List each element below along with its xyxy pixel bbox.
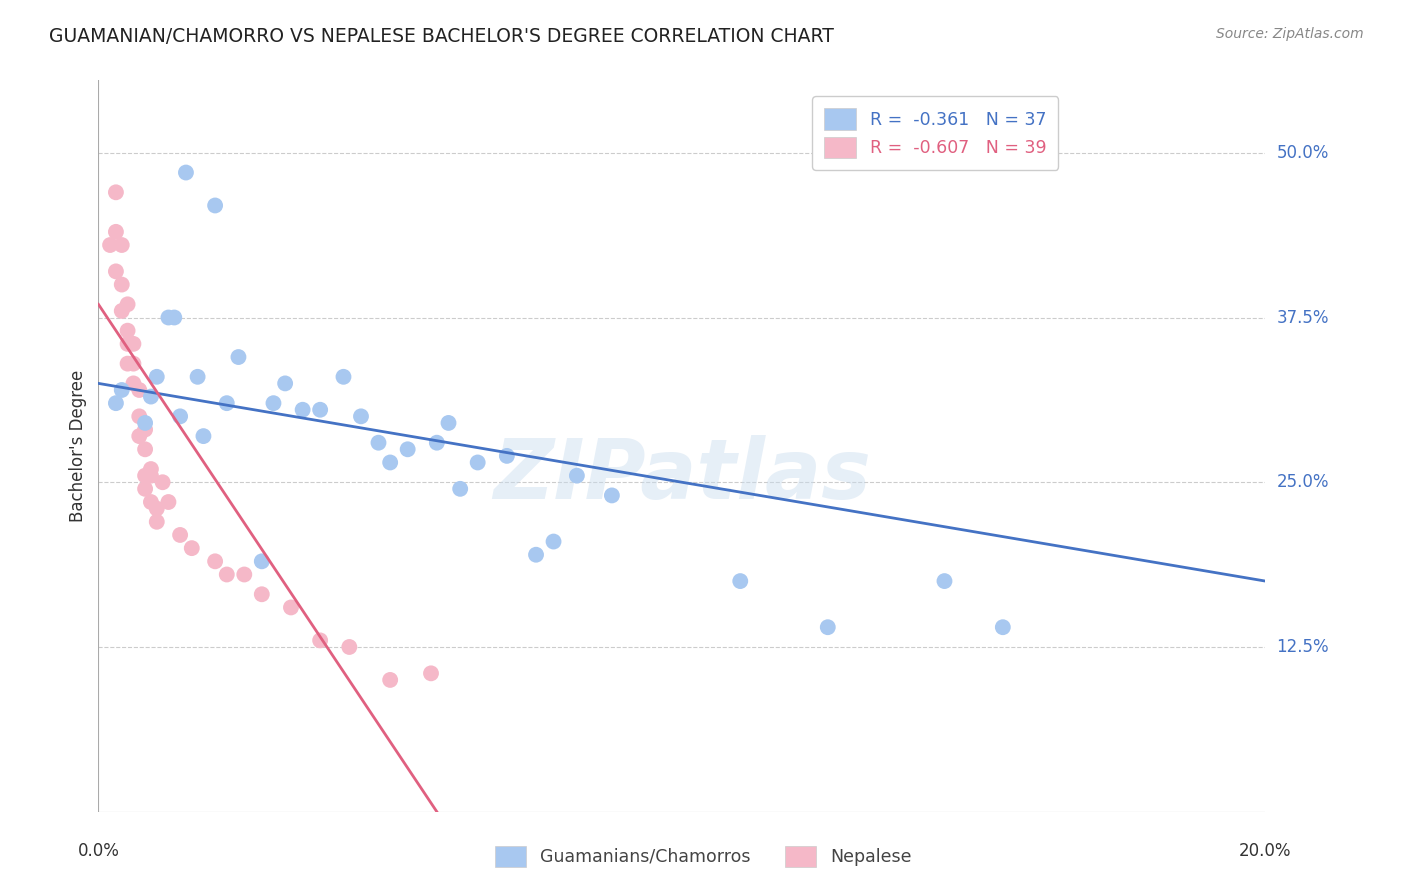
Text: 12.5%: 12.5% bbox=[1277, 638, 1329, 656]
Point bbox=[280, 600, 302, 615]
Point bbox=[309, 633, 332, 648]
Point bbox=[174, 165, 197, 179]
Point bbox=[524, 548, 547, 562]
Point bbox=[104, 396, 127, 410]
Point bbox=[146, 501, 169, 516]
Point bbox=[111, 383, 134, 397]
Point bbox=[565, 468, 588, 483]
Point bbox=[139, 495, 162, 509]
Point bbox=[180, 541, 202, 556]
Point bbox=[117, 336, 139, 351]
Point bbox=[139, 462, 162, 476]
Text: 25.0%: 25.0% bbox=[1277, 474, 1329, 491]
Point bbox=[134, 468, 156, 483]
Point bbox=[380, 455, 402, 469]
Point bbox=[250, 554, 273, 568]
Point bbox=[134, 482, 156, 496]
Point bbox=[111, 277, 134, 292]
Point bbox=[250, 587, 273, 601]
Point bbox=[117, 297, 139, 311]
Point bbox=[117, 324, 139, 338]
Point bbox=[111, 238, 134, 252]
Point bbox=[934, 574, 956, 588]
Point bbox=[128, 383, 150, 397]
Point bbox=[350, 409, 373, 424]
Point bbox=[122, 336, 145, 351]
Point bbox=[449, 482, 471, 496]
Y-axis label: Bachelor's Degree: Bachelor's Degree bbox=[69, 370, 87, 522]
Point bbox=[274, 376, 297, 391]
Point bbox=[122, 357, 145, 371]
Point bbox=[233, 567, 256, 582]
Text: 0.0%: 0.0% bbox=[77, 842, 120, 860]
Point bbox=[367, 435, 389, 450]
Point bbox=[228, 350, 250, 364]
Point bbox=[193, 429, 215, 443]
Point bbox=[104, 186, 127, 200]
Point bbox=[396, 442, 419, 457]
Point bbox=[600, 488, 623, 502]
Point bbox=[139, 468, 162, 483]
Point bbox=[104, 264, 127, 278]
Point bbox=[117, 357, 139, 371]
Point bbox=[215, 567, 238, 582]
Point bbox=[146, 369, 169, 384]
Point bbox=[215, 396, 238, 410]
Point bbox=[467, 455, 489, 469]
Point bbox=[111, 304, 134, 318]
Point bbox=[169, 409, 191, 424]
Point bbox=[169, 528, 191, 542]
Text: GUAMANIAN/CHAMORRO VS NEPALESE BACHELOR'S DEGREE CORRELATION CHART: GUAMANIAN/CHAMORRO VS NEPALESE BACHELOR'… bbox=[49, 27, 834, 45]
Point bbox=[98, 238, 121, 252]
Point bbox=[134, 423, 156, 437]
Point bbox=[157, 310, 180, 325]
Point bbox=[332, 369, 354, 384]
Point bbox=[817, 620, 839, 634]
Point bbox=[163, 310, 186, 325]
Point bbox=[204, 198, 226, 212]
Text: 37.5%: 37.5% bbox=[1277, 309, 1329, 326]
Point bbox=[496, 449, 519, 463]
Text: 50.0%: 50.0% bbox=[1277, 144, 1329, 161]
Text: ZIPatlas: ZIPatlas bbox=[494, 434, 870, 516]
Point bbox=[122, 376, 145, 391]
Text: Source: ZipAtlas.com: Source: ZipAtlas.com bbox=[1216, 27, 1364, 41]
Point bbox=[437, 416, 460, 430]
Point bbox=[128, 429, 150, 443]
Point bbox=[991, 620, 1014, 634]
Point bbox=[134, 442, 156, 457]
Point bbox=[187, 369, 209, 384]
Point bbox=[291, 402, 314, 417]
Point bbox=[426, 435, 449, 450]
Point bbox=[157, 495, 180, 509]
Point bbox=[128, 409, 150, 424]
Point bbox=[543, 534, 565, 549]
Point bbox=[262, 396, 284, 410]
Point bbox=[134, 416, 156, 430]
Point bbox=[152, 475, 174, 490]
Legend: Guamanians/Chamorros, Nepalese: Guamanians/Chamorros, Nepalese bbox=[482, 833, 924, 879]
Legend: R =  -0.361   N = 37, R =  -0.607   N = 39: R = -0.361 N = 37, R = -0.607 N = 39 bbox=[813, 96, 1059, 169]
Point bbox=[420, 666, 443, 681]
Point bbox=[730, 574, 752, 588]
Point bbox=[309, 402, 332, 417]
Point bbox=[146, 515, 169, 529]
Point bbox=[139, 390, 162, 404]
Point bbox=[380, 673, 402, 687]
Point bbox=[204, 554, 226, 568]
Point bbox=[104, 225, 127, 239]
Point bbox=[337, 640, 360, 654]
Text: 20.0%: 20.0% bbox=[1239, 842, 1292, 860]
